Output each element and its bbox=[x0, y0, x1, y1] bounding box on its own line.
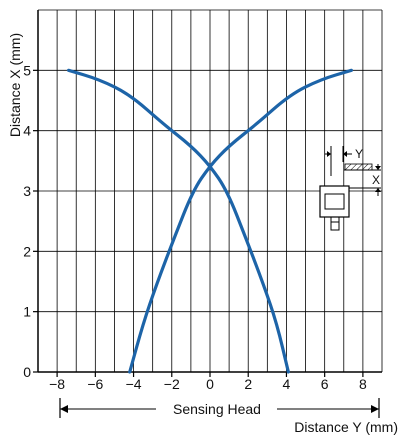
y-tick-label: 2 bbox=[23, 243, 31, 259]
series-line-1 bbox=[66, 68, 290, 374]
target-object-icon bbox=[344, 163, 373, 171]
y-ticks: 0 1 2 3 4 5 bbox=[23, 62, 38, 380]
sensor-inset-diagram: YX bbox=[319, 146, 381, 231]
x-tick-label: 8 bbox=[359, 376, 367, 392]
x-tick-label: −8 bbox=[49, 376, 65, 392]
inset-y-right-arrow-icon bbox=[343, 151, 347, 157]
x-tick-label: −6 bbox=[87, 376, 103, 392]
inset-x-lower-arrow-icon bbox=[375, 188, 381, 192]
y-tick-label: 1 bbox=[23, 304, 31, 320]
x-tick-label: −2 bbox=[164, 376, 180, 392]
bracket-left-arrow-icon bbox=[60, 405, 68, 413]
x-axis-title: Distance Y (mm) bbox=[294, 419, 398, 435]
inset-x-label: X bbox=[372, 173, 380, 187]
x-tick-label: 4 bbox=[283, 376, 291, 392]
y-tick-label: 4 bbox=[23, 123, 31, 139]
y-tick-label: 3 bbox=[23, 183, 31, 199]
inset-y-label: Y bbox=[355, 147, 363, 161]
x-ticks: −8 −6 −4 −2 0 2 4 6 8 bbox=[49, 372, 367, 392]
sensor-window-icon bbox=[324, 193, 345, 210]
series-line-2 bbox=[128, 68, 354, 374]
x-tick-label: −4 bbox=[126, 376, 142, 392]
x-tick-label: 6 bbox=[321, 376, 329, 392]
sensor-body-icon bbox=[319, 185, 350, 218]
y-axis-title: Distance X (mm) bbox=[7, 33, 23, 137]
series-group bbox=[66, 68, 354, 374]
bracket-right-arrow-icon bbox=[371, 405, 379, 413]
x-tick-label: 2 bbox=[244, 376, 252, 392]
x-tick-label: 0 bbox=[206, 376, 214, 392]
y-tick-label: 5 bbox=[23, 62, 31, 78]
sensing-head-label: Sensing Head bbox=[173, 401, 261, 417]
y-tick-label: 0 bbox=[23, 364, 31, 380]
inset-y-left-arrow-icon bbox=[327, 151, 331, 157]
sensor-cable-icon bbox=[330, 216, 340, 231]
inset-x-upper-arrow-icon bbox=[375, 166, 381, 170]
sensing-head-bracket: Sensing Head bbox=[59, 398, 380, 418]
